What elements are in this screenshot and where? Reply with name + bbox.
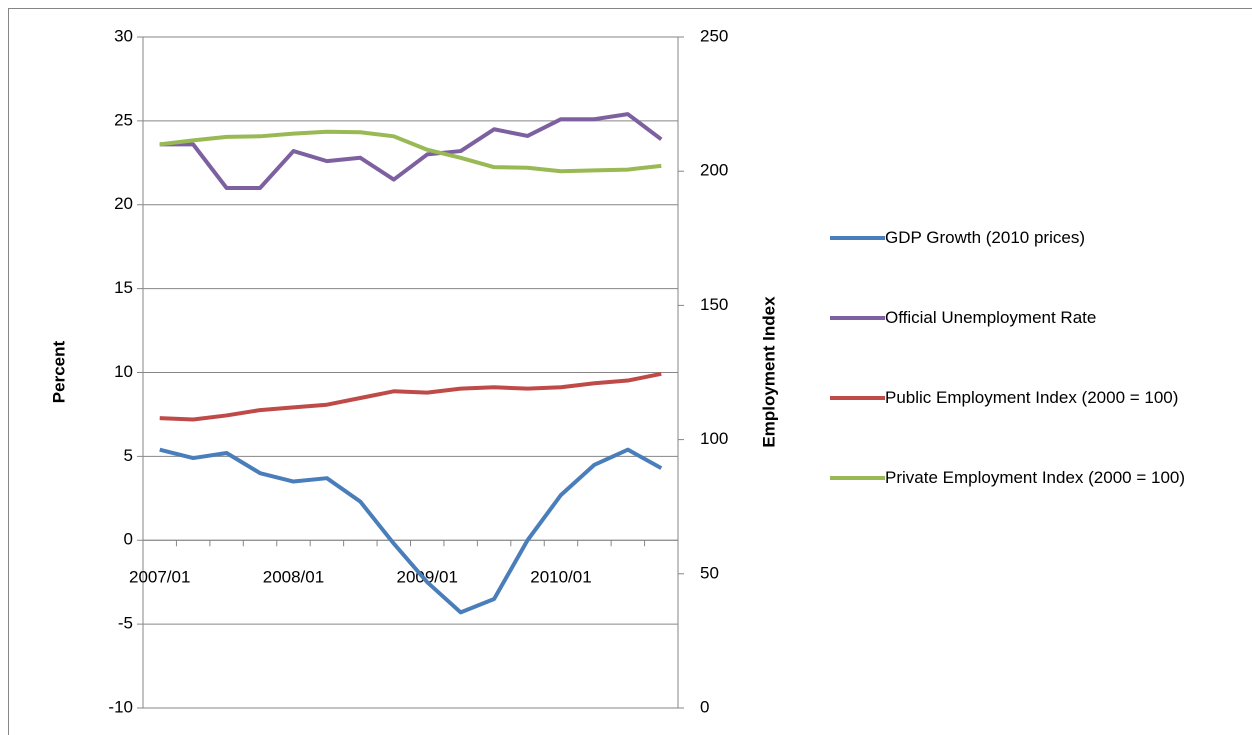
legend-swatch bbox=[830, 316, 885, 320]
y2-tick-label: 0 bbox=[700, 697, 709, 716]
y-tick-label: 30 bbox=[114, 26, 133, 45]
chart-frame bbox=[8, 8, 1252, 735]
legend-swatch bbox=[830, 476, 885, 480]
y2-tick-label: 50 bbox=[700, 563, 719, 582]
legend-label: Private Employment Index (2000 = 100) bbox=[885, 468, 1186, 487]
legend-swatch bbox=[830, 236, 885, 240]
y-tick-label: -5 bbox=[118, 614, 133, 633]
series-line bbox=[159, 371, 662, 422]
legend-item: GDP Growth (2010 prices) bbox=[830, 222, 1215, 253]
y-tick-label: 5 bbox=[124, 446, 133, 465]
y-tick-label: 25 bbox=[114, 110, 133, 129]
y-axis-title: Percent bbox=[49, 340, 68, 403]
series-line bbox=[159, 447, 663, 615]
legend-item: Public Employment Index (2000 = 100) bbox=[830, 382, 1215, 413]
y-tick-label: -10 bbox=[108, 697, 133, 716]
y2-tick-label: 200 bbox=[700, 161, 728, 180]
legend-swatch bbox=[830, 396, 885, 400]
y-tick-label: 20 bbox=[114, 194, 133, 213]
legend-item: Official Unemployment Rate bbox=[830, 302, 1215, 333]
y-tick-label: 15 bbox=[114, 278, 133, 297]
y2-tick-label: 100 bbox=[700, 429, 728, 448]
legend-item: Private Employment Index (2000 = 100) bbox=[830, 462, 1215, 493]
legend-label: Official Unemployment Rate bbox=[885, 308, 1097, 327]
legend-label: GDP Growth (2010 prices) bbox=[885, 228, 1085, 247]
y-tick-label: 0 bbox=[124, 530, 133, 549]
series-line bbox=[159, 112, 663, 190]
legend-label: Public Employment Index (2000 = 100) bbox=[885, 388, 1179, 407]
y2-tick-label: 250 bbox=[700, 26, 728, 45]
y2-axis-title: Employment Index bbox=[759, 296, 778, 448]
x-tick-label: 2009/01 bbox=[396, 568, 457, 587]
series-line bbox=[159, 129, 662, 174]
x-tick-label: 2008/01 bbox=[263, 568, 324, 587]
y-tick-label: 10 bbox=[114, 362, 133, 381]
x-tick-label: 2007/01 bbox=[129, 568, 190, 587]
x-tick-label: 2010/01 bbox=[530, 568, 591, 587]
y2-tick-label: 150 bbox=[700, 295, 728, 314]
